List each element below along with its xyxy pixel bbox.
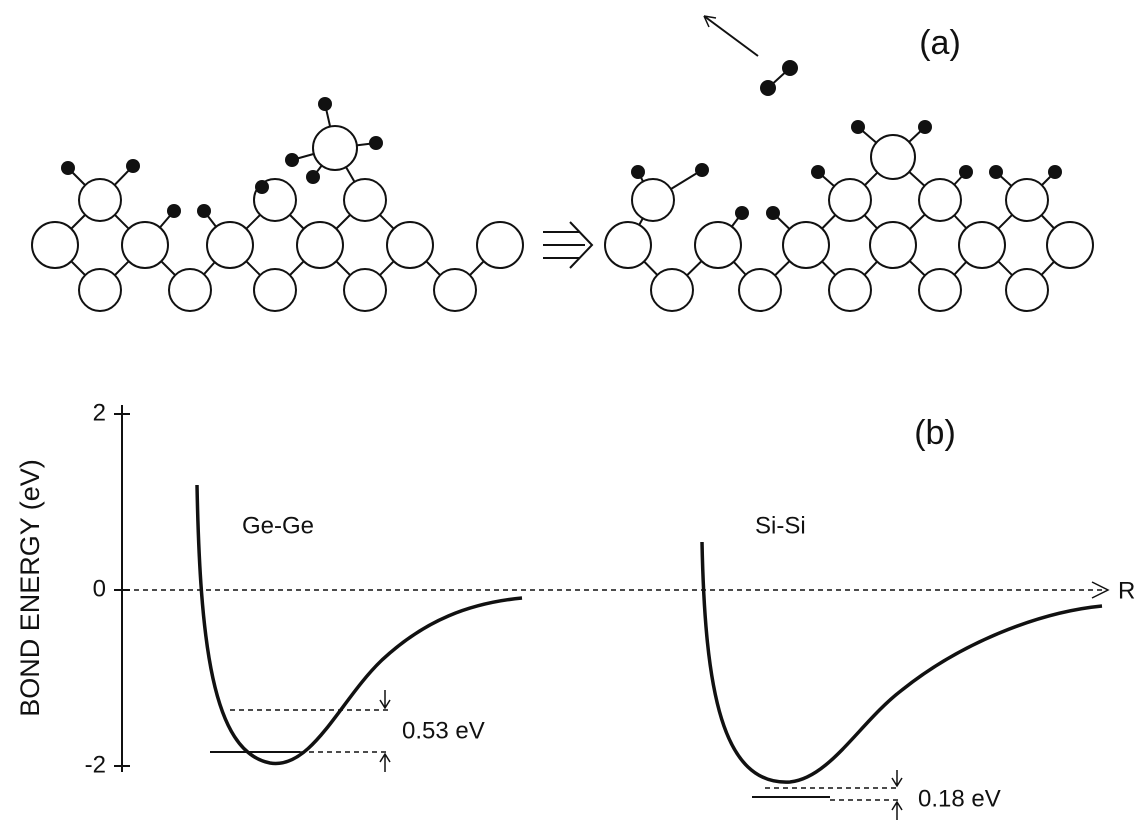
curve-label: Si-Si [755, 512, 806, 539]
gap-label: 0.53 eV [402, 717, 485, 744]
panel-label: (b) [914, 414, 956, 452]
y-tick-label: 2 [93, 399, 106, 426]
atom [206, 221, 254, 269]
gap-label: 0.18 eV [918, 785, 1001, 812]
atom [433, 268, 477, 312]
arrow-head [703, 15, 717, 28]
atom [296, 221, 344, 269]
h-atom [255, 180, 269, 194]
lattice [31, 97, 1094, 312]
atom [828, 178, 872, 222]
atom [343, 178, 387, 222]
y-tick-label: -2 [85, 751, 106, 778]
atom [168, 268, 212, 312]
h-atom [782, 60, 798, 76]
h-atom [167, 204, 181, 218]
h-atom [61, 161, 75, 175]
atom [1005, 178, 1049, 222]
arrow-head [1091, 581, 1110, 599]
h-atom [306, 170, 320, 184]
panel-label: (a) [919, 24, 961, 62]
h-atom [851, 120, 865, 134]
h-atom [285, 153, 299, 167]
h-atom [1048, 165, 1062, 179]
atom [958, 221, 1006, 269]
h-atom [631, 165, 645, 179]
atom [121, 221, 169, 269]
x-axis-label: R [1118, 577, 1135, 604]
h-atom [959, 165, 973, 179]
h-atom [735, 206, 749, 220]
h-atom [126, 159, 140, 173]
atom [870, 134, 916, 180]
atom [918, 178, 962, 222]
atom [31, 221, 79, 269]
y-axis-label: BOND ENERGY (eV) [15, 459, 45, 717]
h-atom [197, 204, 211, 218]
atom [828, 268, 872, 312]
atom [918, 268, 962, 312]
y-tick-label: 0 [93, 575, 106, 602]
atom [1046, 221, 1094, 269]
si-curve [700, 541, 1103, 784]
h-atom [318, 97, 332, 111]
atom [604, 221, 652, 269]
h-atom [989, 165, 1003, 179]
gap-arrows [379, 690, 391, 772]
atom [1005, 268, 1049, 312]
atom [343, 268, 387, 312]
h-atom [918, 120, 932, 134]
atom [253, 268, 297, 312]
h-atom [766, 206, 780, 220]
curve-label: Ge-Ge [242, 512, 314, 539]
atom [869, 221, 917, 269]
h-atom [695, 163, 709, 177]
atom [694, 221, 742, 269]
atom [78, 178, 122, 222]
h-atom [811, 165, 825, 179]
atom [650, 268, 694, 312]
implies-arrow [543, 221, 594, 269]
atom [782, 221, 830, 269]
atom [78, 268, 122, 312]
gap-arrows [891, 770, 903, 820]
atom [631, 178, 675, 222]
atom [738, 268, 782, 312]
h-atom [369, 136, 383, 150]
desorb-arrow [703, 15, 759, 57]
atom [312, 125, 358, 171]
atom [386, 221, 434, 269]
h-atom [760, 80, 776, 96]
atom [476, 221, 524, 269]
